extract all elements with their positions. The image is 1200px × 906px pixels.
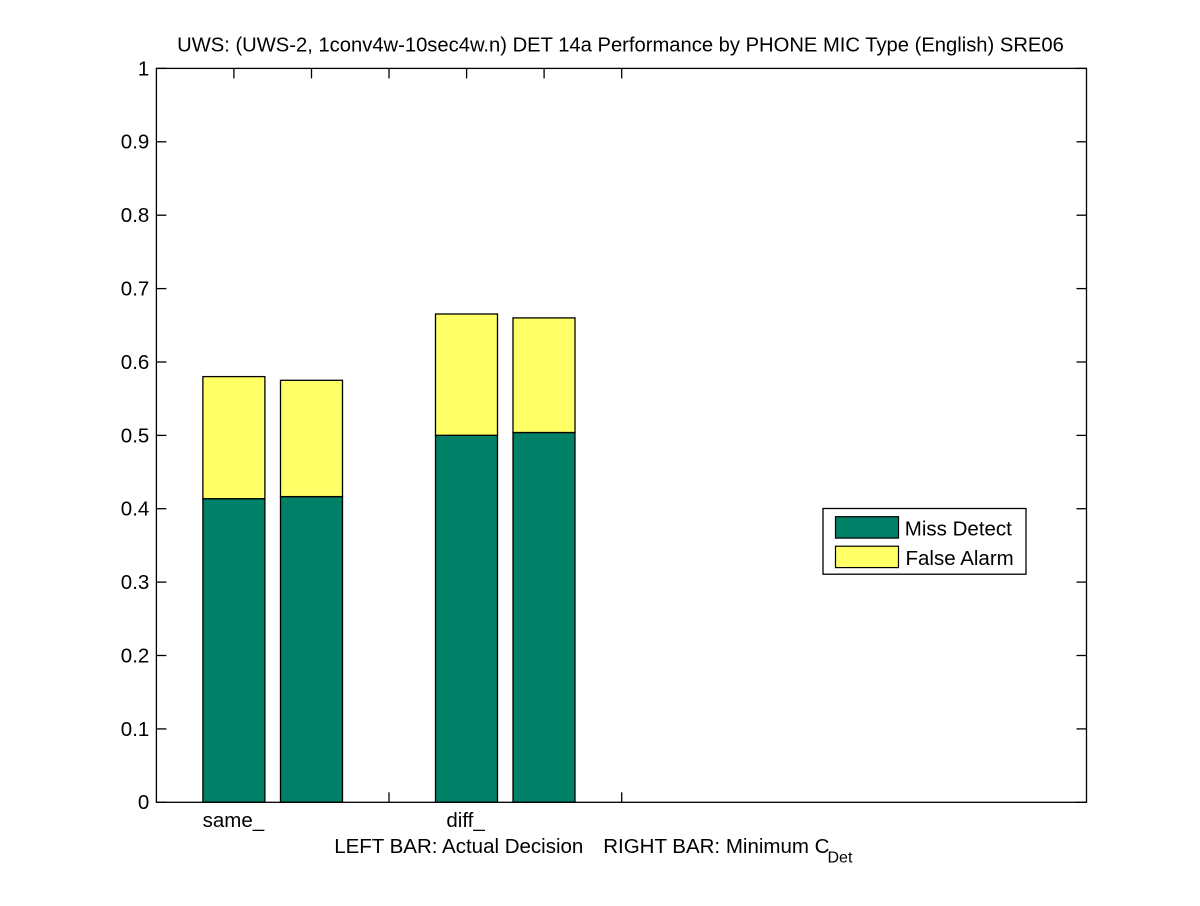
svg-text:LEFT BAR: Actual Decision: LEFT BAR: Actual Decision — [334, 835, 583, 858]
svg-text:1: 1 — [138, 57, 149, 80]
svg-text:Miss Detect: Miss Detect — [905, 517, 1012, 540]
svg-text:0.2: 0.2 — [121, 644, 150, 667]
svg-text:False Alarm: False Alarm — [906, 547, 1014, 570]
svg-text:0.5: 0.5 — [121, 424, 150, 447]
svg-text:0.4: 0.4 — [121, 498, 150, 521]
svg-text:0.3: 0.3 — [121, 571, 150, 594]
svg-text:0.6: 0.6 — [121, 351, 150, 374]
svg-text:0.1: 0.1 — [121, 718, 150, 741]
svg-text:UWS: (UWS-2, 1conv4w-10sec4w.n: UWS: (UWS-2, 1conv4w-10sec4w.n) DET 14a … — [177, 35, 1064, 57]
svg-text:0.7: 0.7 — [121, 278, 150, 301]
svg-text:diff_: diff_ — [446, 809, 485, 832]
svg-text:Det: Det — [828, 850, 853, 867]
svg-text:same_: same_ — [203, 809, 265, 832]
svg-text:0.8: 0.8 — [121, 204, 150, 227]
svg-text:0: 0 — [138, 791, 149, 814]
svg-text:RIGHT BAR: Minimum C: RIGHT BAR: Minimum C — [603, 835, 829, 858]
svg-text:0.9: 0.9 — [121, 131, 150, 154]
